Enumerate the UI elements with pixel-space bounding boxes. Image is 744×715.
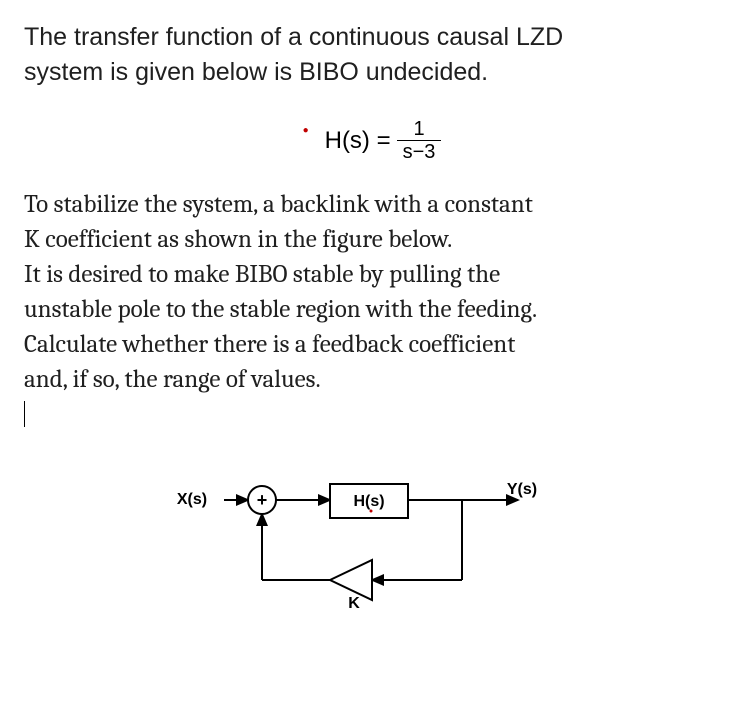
body-line1: To stabilize the system, a backlink with… [24, 190, 533, 219]
svg-text:X(s): X(s) [177, 491, 207, 508]
body-line5: Calculate whether there is a feedback co… [24, 330, 515, 359]
body-line3: It is desired to make BIBO stable by pul… [24, 260, 500, 289]
equation-numerator: 1 [407, 118, 430, 140]
bullet-dot: ● [303, 125, 309, 136]
equation: ● H(s) = 1 s−3 [24, 118, 720, 163]
svg-text:H(s): H(s) [353, 493, 384, 510]
svg-text:K: K [348, 595, 360, 612]
equation-denominator: s−3 [397, 140, 442, 163]
intro-line1: The transfer function of a continuous ca… [24, 23, 563, 51]
svg-text:+: + [257, 490, 268, 510]
intro-line2: system is given below is BIBO undecided. [24, 58, 488, 86]
svg-text:Y(s): Y(s) [507, 481, 537, 498]
block-diagram: + H(s) K X(s) Y(s) [24, 460, 720, 620]
diagram-svg: + H(s) K X(s) Y(s) [162, 460, 582, 620]
equation-lhs: H(s) = [325, 127, 391, 155]
body-line6: and, if so, the range of values. [24, 365, 321, 394]
body-line2: K coefficient as shown in the figure bel… [24, 225, 452, 254]
body-text: To stabilize the system, a backlink with… [24, 187, 720, 397]
intro-text: The transfer function of a continuous ca… [24, 20, 720, 90]
text-cursor [24, 401, 25, 427]
equation-fraction: 1 s−3 [397, 118, 442, 163]
body-line4: unstable pole to the stable region with … [24, 295, 537, 324]
